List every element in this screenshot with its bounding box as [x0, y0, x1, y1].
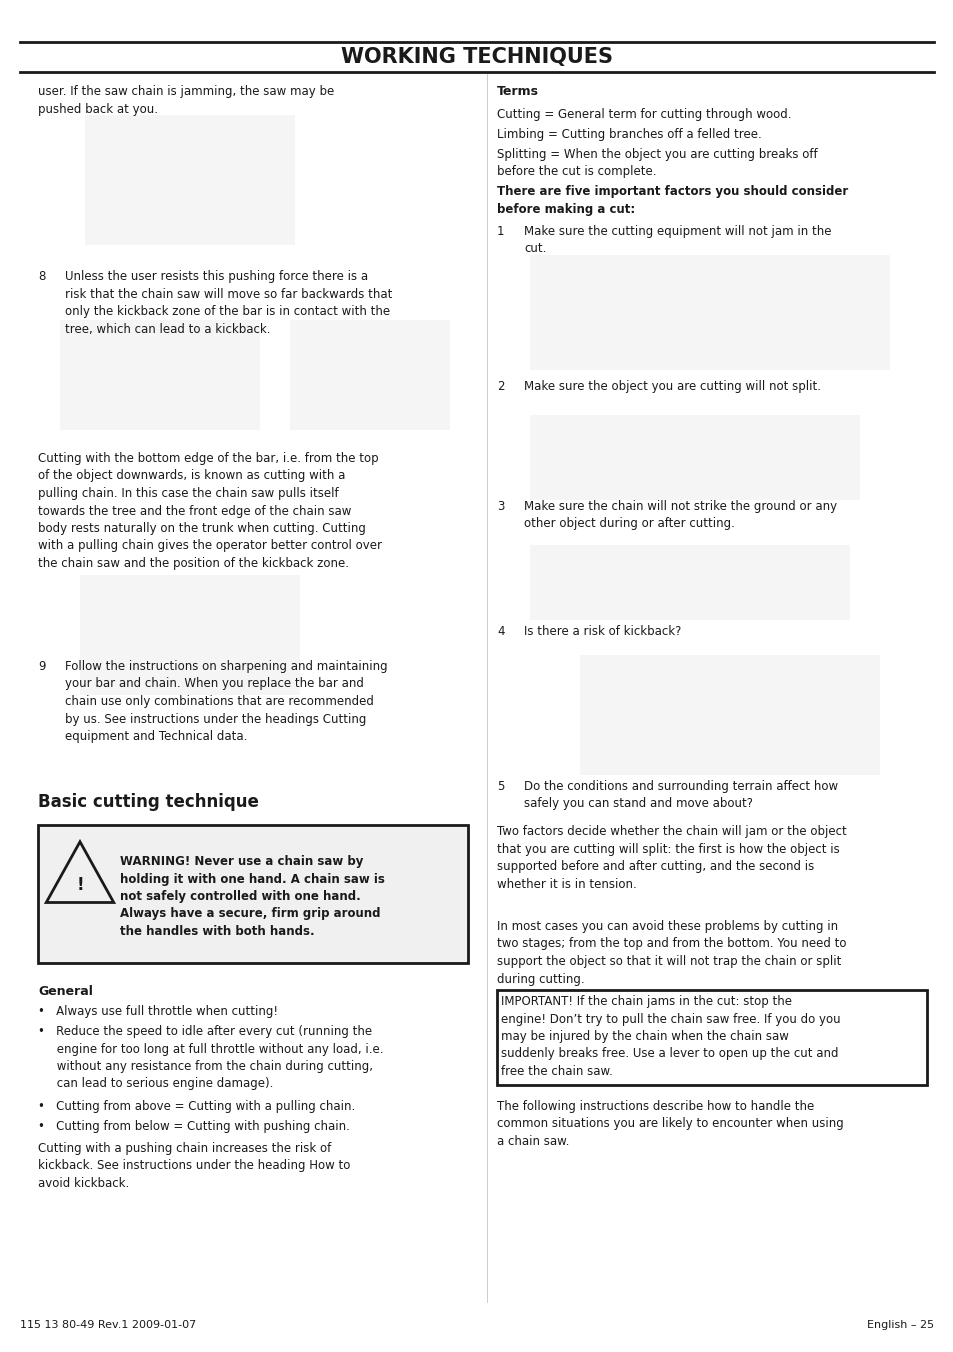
Bar: [497, 990, 926, 1086]
Bar: [290, 320, 450, 430]
Text: In most cases you can avoid these problems by cutting in
two stages; from the to: In most cases you can avoid these proble…: [497, 919, 845, 986]
Text: Follow the instructions on sharpening and maintaining
your bar and chain. When y: Follow the instructions on sharpening an…: [65, 660, 387, 744]
Bar: [60, 320, 260, 430]
Bar: [85, 115, 294, 245]
Bar: [530, 415, 859, 500]
Text: 3: 3: [497, 500, 504, 512]
Text: user. If the saw chain is jamming, the saw may be
pushed back at you.: user. If the saw chain is jamming, the s…: [38, 85, 334, 115]
Text: Basic cutting technique: Basic cutting technique: [38, 794, 258, 811]
Text: 9: 9: [38, 660, 46, 673]
Text: Cutting with a pushing chain increases the risk of
kickback. See instructions un: Cutting with a pushing chain increases t…: [38, 1142, 350, 1190]
Text: •   Reduce the speed to idle after every cut (running the
     engine for too lo: • Reduce the speed to idle after every c…: [38, 1025, 383, 1091]
Bar: [38, 825, 468, 963]
Text: 2: 2: [497, 380, 504, 393]
Text: There are five important factors you should consider
before making a cut:: There are five important factors you sho…: [497, 185, 847, 215]
Text: Unless the user resists this pushing force there is a
risk that the chain saw wi: Unless the user resists this pushing for…: [65, 270, 392, 335]
Text: Terms: Terms: [497, 85, 538, 97]
Text: •   Cutting from below = Cutting with pushing chain.: • Cutting from below = Cutting with push…: [38, 1119, 350, 1133]
Text: Make sure the cutting equipment will not jam in the
cut.: Make sure the cutting equipment will not…: [523, 224, 831, 256]
Text: Splitting = When the object you are cutting breaks off
before the cut is complet: Splitting = When the object you are cutt…: [497, 147, 817, 178]
Text: Cutting = General term for cutting through wood.: Cutting = General term for cutting throu…: [497, 108, 791, 120]
Text: Two factors decide whether the chain will jam or the object
that you are cutting: Two factors decide whether the chain wil…: [497, 825, 846, 891]
Text: 5: 5: [497, 780, 504, 794]
Text: The following instructions describe how to handle the
common situations you are : The following instructions describe how …: [497, 1101, 842, 1148]
Text: •   Cutting from above = Cutting with a pulling chain.: • Cutting from above = Cutting with a pu…: [38, 1101, 355, 1113]
Text: •   Always use full throttle when cutting!: • Always use full throttle when cutting!: [38, 1005, 277, 1018]
Text: Make sure the chain will not strike the ground or any
other object during or aft: Make sure the chain will not strike the …: [523, 500, 836, 530]
Text: Make sure the object you are cutting will not split.: Make sure the object you are cutting wil…: [523, 380, 821, 393]
Bar: [80, 575, 299, 695]
Bar: [579, 654, 879, 775]
Text: 115 13 80-49 Rev.1 2009-01-07: 115 13 80-49 Rev.1 2009-01-07: [20, 1320, 196, 1330]
Text: Do the conditions and surrounding terrain affect how
safely you can stand and mo: Do the conditions and surrounding terrai…: [523, 780, 838, 810]
Text: IMPORTANT! If the chain jams in the cut: stop the
engine! Don’t try to pull the : IMPORTANT! If the chain jams in the cut:…: [500, 995, 840, 1078]
Text: English – 25: English – 25: [866, 1320, 933, 1330]
Text: WARNING! Never use a chain saw by
holding it with one hand. A chain saw is
not s: WARNING! Never use a chain saw by holdin…: [120, 854, 384, 938]
Text: !: !: [76, 876, 84, 894]
Text: 8: 8: [38, 270, 46, 283]
Bar: [530, 256, 889, 370]
Bar: [530, 545, 849, 621]
Text: 4: 4: [497, 625, 504, 638]
Text: 1: 1: [497, 224, 504, 238]
Text: Limbing = Cutting branches off a felled tree.: Limbing = Cutting branches off a felled …: [497, 128, 760, 141]
Text: General: General: [38, 986, 92, 998]
Text: Is there a risk of kickback?: Is there a risk of kickback?: [523, 625, 680, 638]
Text: WORKING TECHNIQUES: WORKING TECHNIQUES: [340, 47, 613, 68]
Text: Cutting with the bottom edge of the bar, i.e. from the top
of the object downwar: Cutting with the bottom edge of the bar,…: [38, 452, 381, 571]
